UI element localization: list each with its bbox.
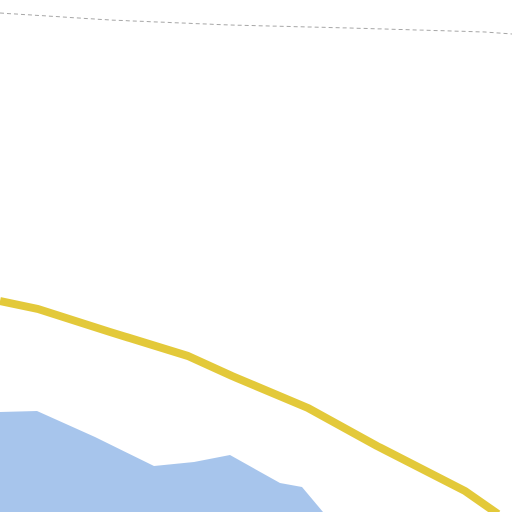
major-road[interactable] bbox=[0, 297, 501, 512]
water-body bbox=[0, 411, 323, 512]
administrative-boundary bbox=[0, 12, 512, 35]
